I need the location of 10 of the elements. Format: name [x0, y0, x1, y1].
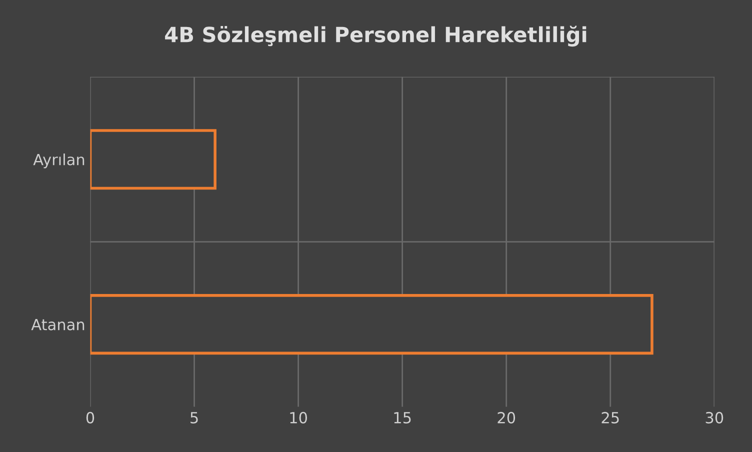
- x-tick-label: 25: [602, 412, 619, 424]
- x-tick-label: 5: [190, 412, 198, 424]
- x-tick-label: 20: [498, 412, 516, 424]
- chart-title: 4B Sözleşmeli Personel Hareketliliği: [165, 26, 586, 47]
- x-tick-label: 0: [86, 412, 94, 424]
- y-tick-label: Ayrılan: [33, 154, 84, 168]
- x-tick-label: 10: [290, 412, 307, 424]
- y-tick-label: Atanan: [31, 318, 84, 330]
- x-tick-label: 15: [394, 412, 411, 424]
- x-tick-label: 30: [706, 412, 724, 424]
